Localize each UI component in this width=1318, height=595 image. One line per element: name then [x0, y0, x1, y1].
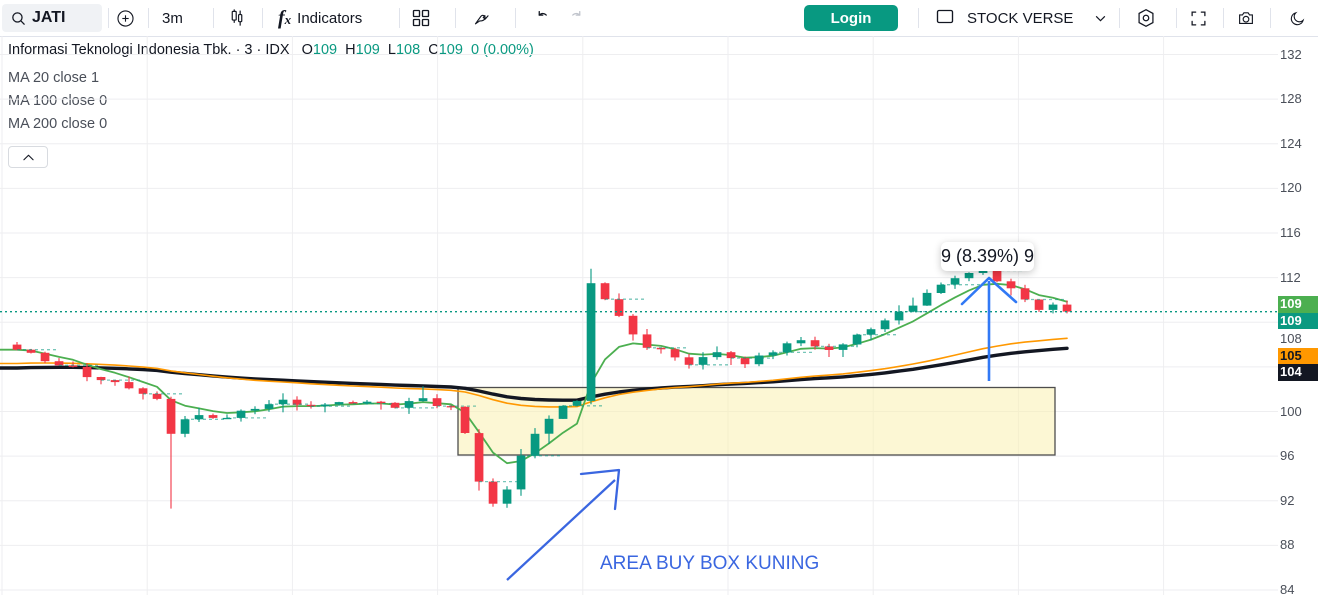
svg-text:AREA BUY BOX KUNING: AREA BUY BOX KUNING: [600, 553, 819, 574]
